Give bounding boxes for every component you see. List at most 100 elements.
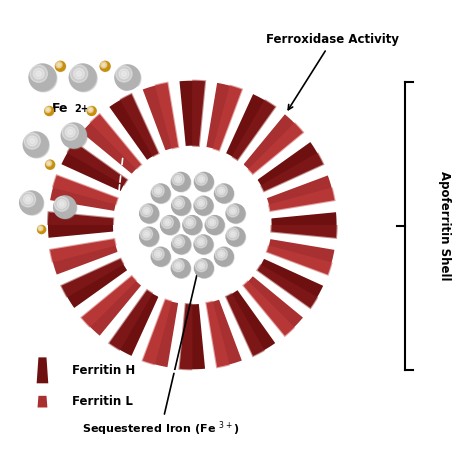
Polygon shape	[268, 187, 336, 212]
Circle shape	[206, 216, 225, 235]
Circle shape	[59, 202, 64, 206]
Text: Apoferritin Shell: Apoferritin Shell	[438, 171, 451, 281]
Circle shape	[175, 199, 182, 207]
Circle shape	[197, 238, 205, 246]
Polygon shape	[49, 238, 119, 276]
Circle shape	[173, 236, 184, 248]
Circle shape	[145, 232, 148, 236]
Circle shape	[55, 197, 77, 219]
Circle shape	[229, 230, 237, 238]
Circle shape	[231, 209, 235, 213]
Circle shape	[39, 227, 42, 230]
Circle shape	[88, 107, 97, 116]
Circle shape	[186, 219, 193, 226]
Polygon shape	[47, 211, 114, 225]
Circle shape	[172, 260, 184, 272]
Circle shape	[195, 260, 207, 272]
Circle shape	[152, 248, 171, 267]
Circle shape	[45, 107, 54, 116]
Circle shape	[38, 226, 46, 234]
Circle shape	[62, 124, 78, 140]
Circle shape	[33, 68, 44, 79]
Circle shape	[176, 264, 180, 267]
Circle shape	[140, 228, 153, 240]
Circle shape	[165, 220, 169, 224]
Polygon shape	[256, 140, 325, 193]
Circle shape	[210, 220, 214, 224]
Circle shape	[61, 123, 86, 148]
Polygon shape	[37, 396, 47, 408]
Circle shape	[151, 247, 170, 266]
Circle shape	[161, 216, 173, 229]
Polygon shape	[212, 85, 243, 152]
Circle shape	[115, 148, 270, 302]
Circle shape	[161, 216, 180, 235]
Text: Ferroxidase Activity: Ferroxidase Activity	[266, 33, 399, 110]
Polygon shape	[141, 298, 172, 365]
Text: Sequestered Iron (Fe $^{3+}$): Sequestered Iron (Fe $^{3+}$)	[82, 261, 240, 438]
Circle shape	[174, 262, 182, 270]
Circle shape	[57, 63, 61, 67]
Circle shape	[156, 189, 160, 193]
Circle shape	[102, 63, 106, 67]
Circle shape	[227, 228, 239, 240]
Circle shape	[23, 195, 33, 204]
Circle shape	[188, 220, 191, 224]
Circle shape	[121, 72, 127, 76]
Circle shape	[194, 235, 213, 254]
Polygon shape	[247, 122, 304, 175]
Circle shape	[173, 236, 191, 255]
Circle shape	[195, 173, 214, 192]
Polygon shape	[231, 99, 277, 161]
Circle shape	[219, 252, 223, 256]
Polygon shape	[155, 81, 179, 149]
Polygon shape	[178, 303, 206, 370]
Circle shape	[140, 227, 158, 246]
Polygon shape	[90, 113, 143, 170]
Polygon shape	[80, 275, 143, 337]
Circle shape	[143, 230, 150, 238]
Circle shape	[73, 68, 84, 79]
Circle shape	[56, 62, 62, 68]
Circle shape	[55, 61, 65, 71]
Circle shape	[183, 216, 202, 235]
Circle shape	[115, 65, 140, 90]
Polygon shape	[49, 238, 117, 263]
Circle shape	[183, 216, 201, 234]
Polygon shape	[108, 93, 160, 161]
Polygon shape	[80, 113, 143, 175]
Circle shape	[27, 136, 37, 146]
Circle shape	[24, 133, 49, 158]
Circle shape	[195, 197, 214, 216]
Circle shape	[58, 64, 60, 66]
Circle shape	[194, 172, 213, 191]
Circle shape	[227, 228, 246, 247]
Polygon shape	[242, 280, 295, 337]
Polygon shape	[66, 140, 128, 186]
Circle shape	[47, 109, 49, 111]
Circle shape	[55, 197, 69, 211]
Circle shape	[205, 216, 224, 234]
Circle shape	[200, 177, 203, 181]
Polygon shape	[270, 225, 337, 239]
Text: Fe: Fe	[51, 103, 68, 116]
Circle shape	[199, 240, 203, 243]
Circle shape	[215, 248, 234, 267]
Circle shape	[218, 187, 225, 194]
Circle shape	[183, 216, 196, 229]
Circle shape	[116, 66, 141, 91]
Polygon shape	[265, 174, 336, 212]
Circle shape	[173, 197, 191, 216]
Circle shape	[30, 139, 35, 144]
Circle shape	[40, 228, 41, 229]
Circle shape	[172, 260, 191, 279]
Circle shape	[26, 197, 30, 202]
Polygon shape	[205, 298, 243, 369]
Polygon shape	[225, 289, 277, 357]
Circle shape	[87, 107, 96, 116]
Circle shape	[229, 207, 237, 215]
Polygon shape	[178, 80, 206, 147]
Circle shape	[38, 226, 43, 231]
Circle shape	[154, 187, 162, 194]
Circle shape	[172, 173, 184, 185]
